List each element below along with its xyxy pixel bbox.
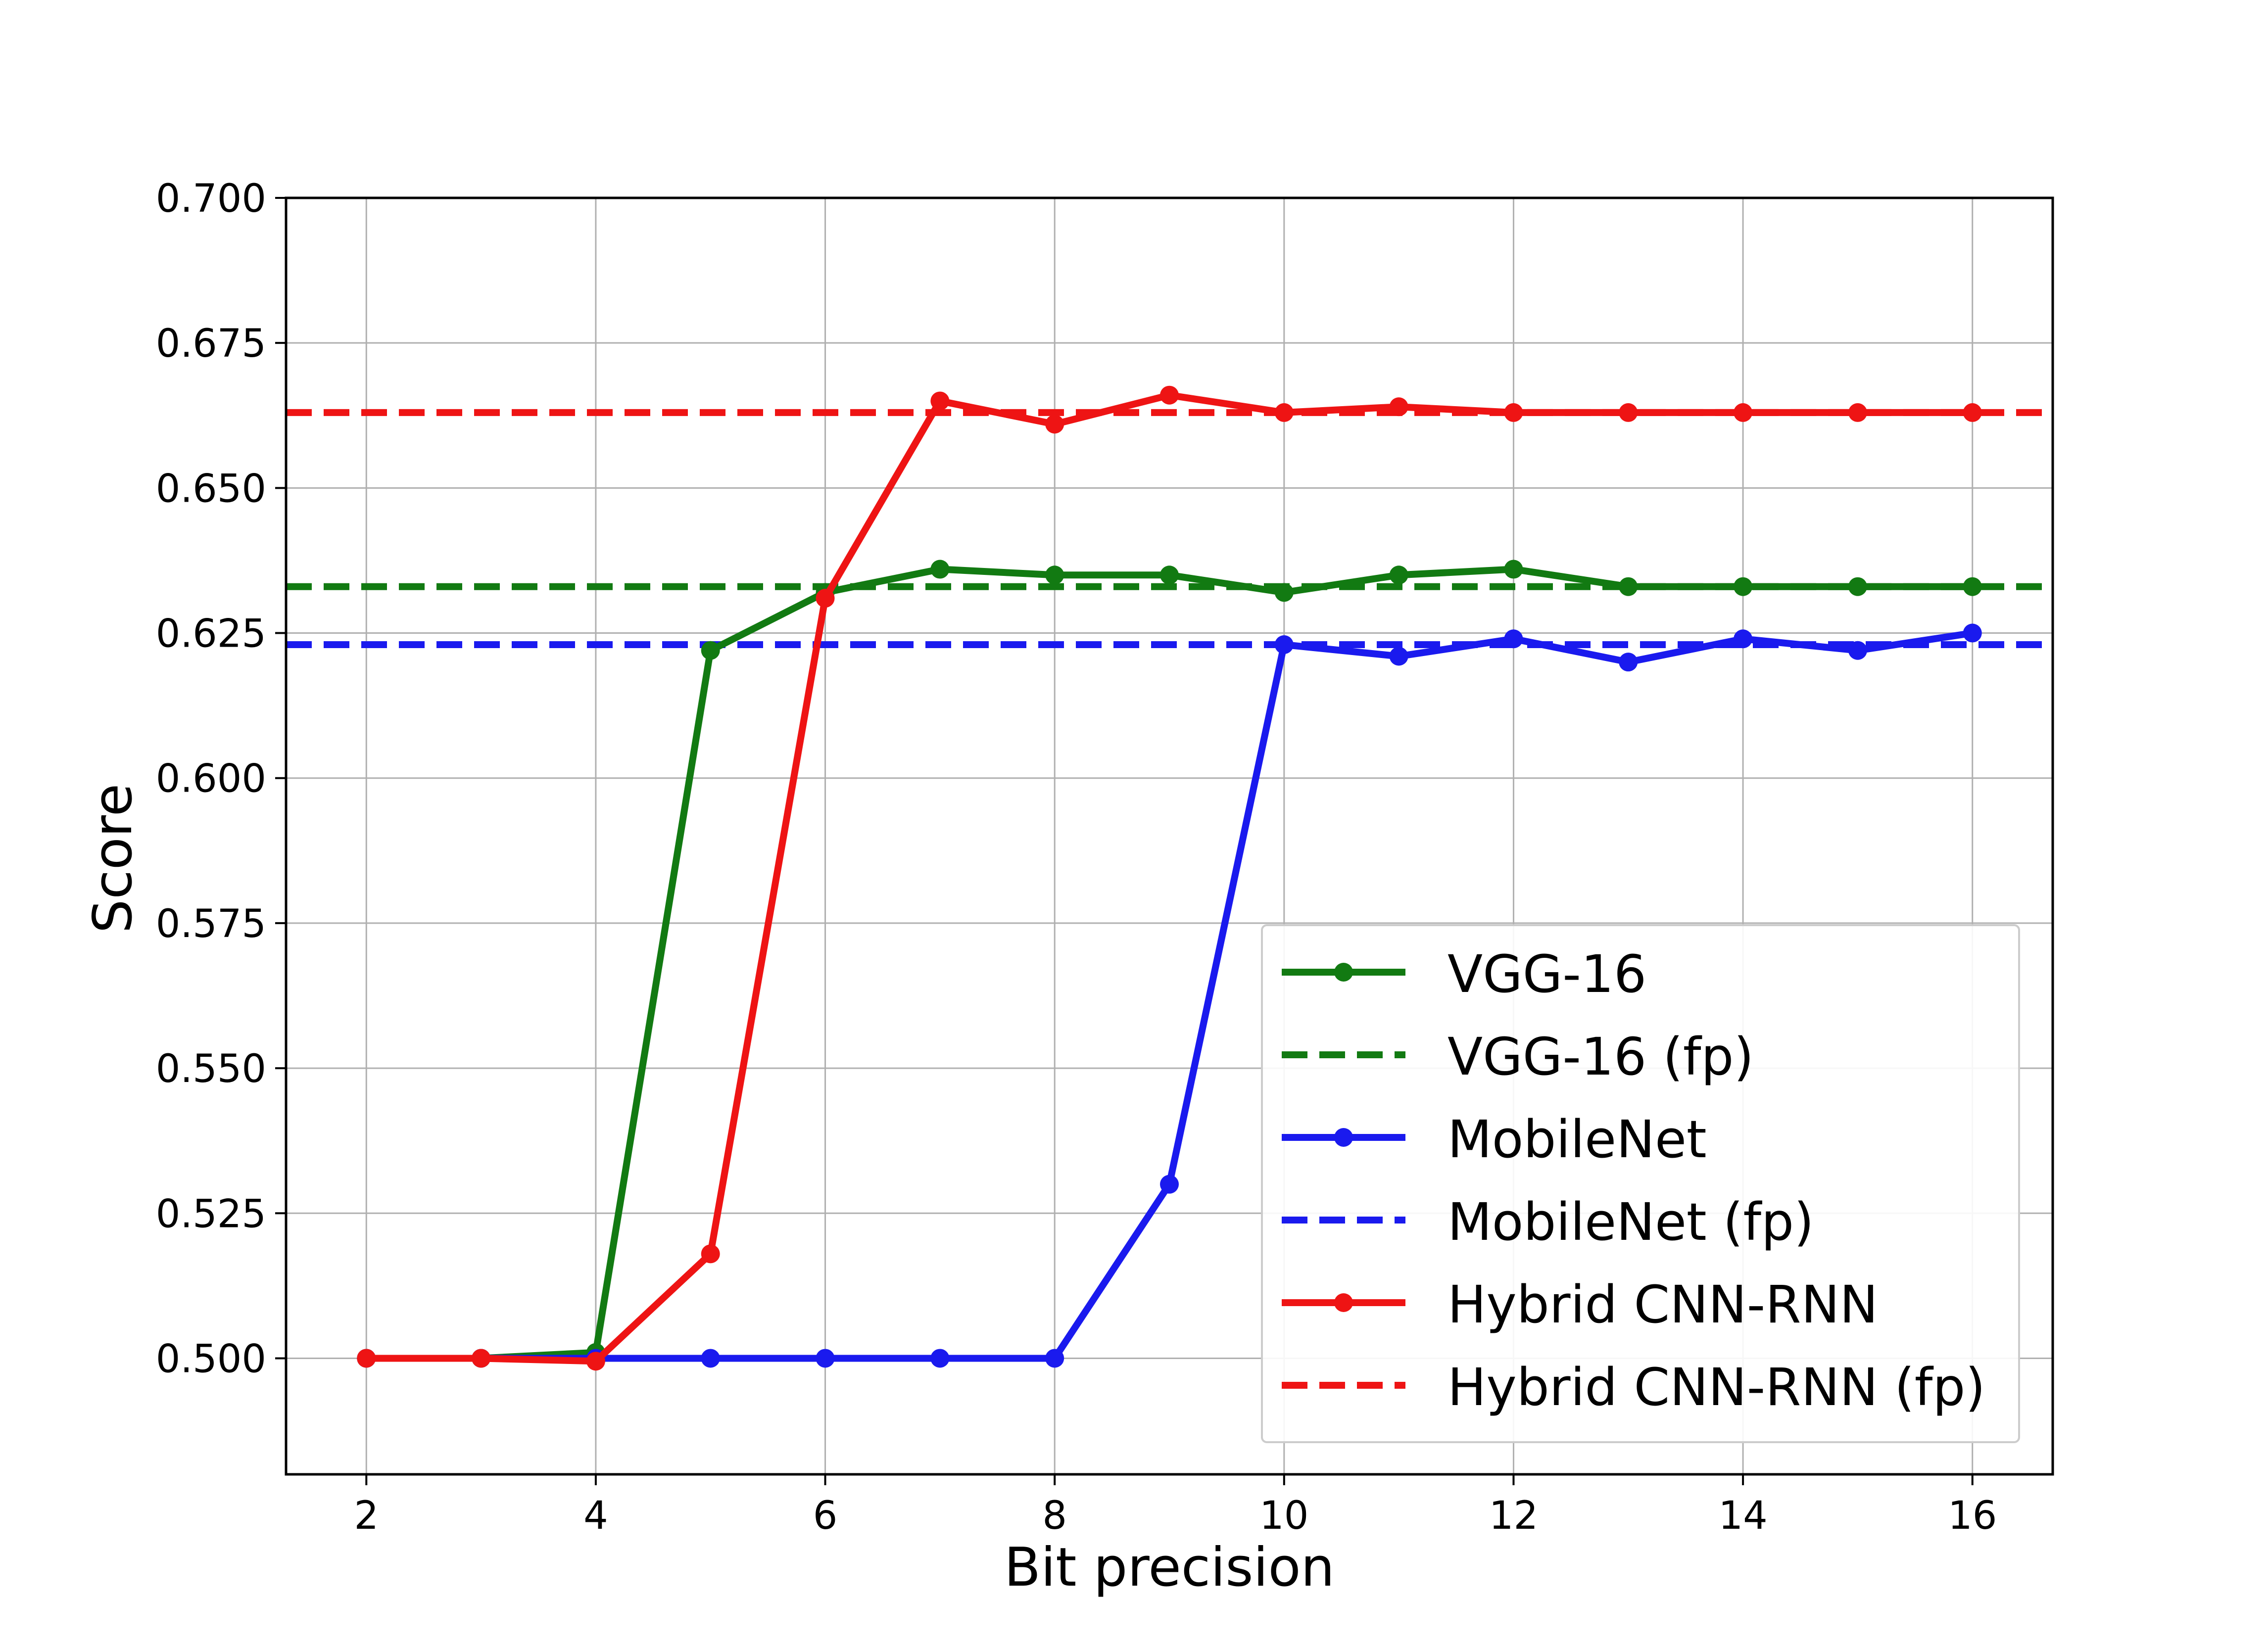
y-tick-label: 0.575: [156, 902, 266, 946]
y-tick-label: 0.500: [156, 1337, 266, 1381]
data-point: [1045, 415, 1064, 434]
legend-label: MobileNet: [1448, 1109, 1707, 1170]
data-point: [1848, 577, 1867, 596]
legend-marker: [1334, 1128, 1353, 1147]
data-point: [1963, 623, 1982, 643]
data-point: [701, 641, 720, 660]
y-tick-label: 0.625: [156, 612, 266, 657]
x-tick-label: 4: [583, 1494, 608, 1538]
legend-marker: [1334, 963, 1353, 982]
data-series: [357, 385, 1982, 1371]
legend-marker: [1334, 1293, 1353, 1312]
x-tick-label: 12: [1489, 1494, 1538, 1538]
legend-label: VGG-16: [1448, 944, 1646, 1004]
y-axis-label: Score: [82, 784, 144, 933]
data-point: [472, 1349, 491, 1368]
data-point: [1734, 577, 1753, 596]
data-point: [1389, 647, 1408, 666]
data-point: [1389, 397, 1408, 417]
data-point: [1160, 1175, 1179, 1194]
x-tick-label: 6: [813, 1494, 838, 1538]
data-point: [1160, 385, 1179, 405]
data-point: [930, 1349, 950, 1368]
legend-box: [1261, 924, 2020, 1443]
data-point: [1619, 653, 1638, 672]
legend-label: Hybrid CNN-RNN (fp): [1448, 1357, 1985, 1417]
data-point: [1848, 641, 1867, 660]
legend-label: VGG-16 (fp): [1448, 1027, 1754, 1087]
data-point: [1963, 403, 1982, 422]
data-point: [1734, 403, 1753, 422]
x-tick-label: 2: [354, 1494, 379, 1538]
legend-label: Hybrid CNN-RNN: [1448, 1274, 1878, 1335]
y-tick-label: 0.600: [156, 757, 266, 801]
data-point: [701, 1244, 720, 1264]
data-point: [1045, 1349, 1064, 1368]
data-point: [1274, 635, 1294, 654]
data-point: [357, 1349, 376, 1368]
data-point: [930, 391, 950, 411]
data-point: [1504, 629, 1523, 649]
data-point: [1963, 577, 1982, 596]
legend-label: MobileNet (fp): [1448, 1192, 1814, 1252]
data-point: [816, 1349, 835, 1368]
data-point: [1274, 403, 1294, 422]
data-point: [1619, 403, 1638, 422]
y-tick-label: 0.675: [156, 322, 266, 366]
data-point: [1160, 565, 1179, 585]
data-point: [1734, 629, 1753, 649]
data-point: [1848, 403, 1867, 422]
data-point: [586, 1352, 605, 1371]
data-point: [1504, 560, 1523, 579]
data-point: [1619, 577, 1638, 596]
x-tick-label: 8: [1042, 1494, 1067, 1538]
plot-frame: [285, 196, 2054, 1476]
y-tick-label: 0.700: [156, 177, 266, 221]
data-point: [930, 560, 950, 579]
axis-ticks: 2 4 6 8 10 12 14 16 0.500 0.525 0.550 0.575 0.600 0.6…: [156, 177, 1997, 1538]
x-tick-label: 10: [1259, 1494, 1308, 1538]
x-axis-label: Bit precision: [1004, 1537, 1335, 1599]
data-point: [1274, 583, 1294, 602]
data-point: [1045, 565, 1064, 585]
y-tick-label: 0.525: [156, 1192, 266, 1236]
x-tick-label: 16: [1948, 1494, 1997, 1538]
data-point: [1504, 403, 1523, 422]
y-tick-label: 0.650: [156, 467, 266, 511]
y-tick-label: 0.550: [156, 1047, 266, 1091]
data-point: [1389, 565, 1408, 585]
data-point: [816, 589, 835, 608]
data-point: [701, 1349, 720, 1368]
x-tick-label: 14: [1718, 1494, 1767, 1538]
legend: VGG-16 VGG-16 (fp) MobileNet MobileNet (fp)…: [1261, 924, 2020, 1443]
